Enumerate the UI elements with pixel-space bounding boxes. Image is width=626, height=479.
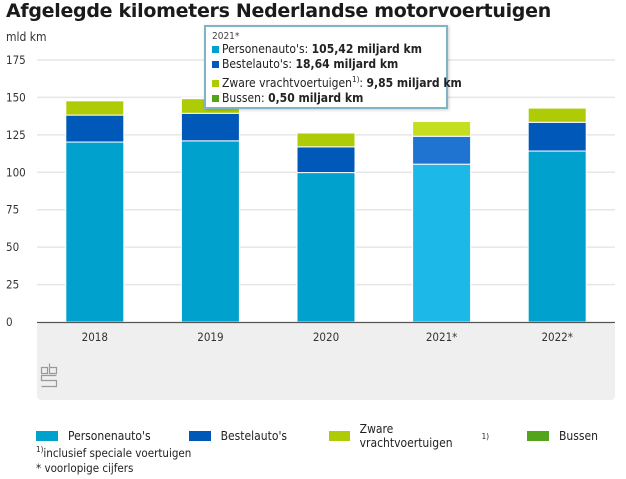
y-tick-label: 125 — [6, 128, 26, 142]
bar-stack-2020[interactable] — [296, 131, 356, 323]
bar-segment-bestelauto-s[interactable] — [527, 121, 587, 152]
bar-segment-bestelauto-s[interactable] — [65, 114, 125, 143]
bar-segment-bestelauto-s[interactable] — [180, 112, 240, 142]
bar-stack-2021[interactable] — [412, 120, 472, 323]
x-tick-label: 2021* — [426, 330, 458, 344]
bar-segment-bussen[interactable] — [65, 99, 125, 102]
bar-segment-zware-vrachtvoertuigen[interactable] — [527, 107, 587, 123]
x-axis-band — [37, 323, 615, 400]
swatch-icon — [212, 95, 219, 102]
bar-segment-zware-vrachtvoertuigen[interactable] — [412, 121, 472, 137]
bar-segment-personenauto-s[interactable] — [296, 172, 356, 323]
swatch-icon — [212, 46, 219, 53]
x-tick-label: 2022* — [541, 330, 573, 344]
bar-stack-2019[interactable] — [180, 97, 240, 323]
bar-segment-zware-vrachtvoertuigen[interactable] — [296, 132, 356, 148]
bar-segment-bestelauto-s[interactable] — [412, 135, 472, 165]
bar-segment-bussen[interactable] — [412, 120, 472, 123]
chart-title: Afgelegde kilometers Nederlandse motorvo… — [6, 0, 551, 22]
tooltip-row-bestelautos: Bestelauto's: 18,64 miljard km — [212, 57, 440, 72]
legend-swatch-icon — [329, 431, 350, 441]
x-tick-label: 2019 — [197, 330, 223, 344]
y-tick-label: 25 — [6, 278, 19, 292]
y-tick-label: 175 — [6, 53, 26, 67]
bar-segment-personenauto-s[interactable] — [180, 140, 240, 323]
tooltip-title: 2021* — [212, 31, 240, 42]
bar-segment-personenauto-s[interactable] — [65, 141, 125, 323]
bar-segment-personenauto-s[interactable] — [527, 150, 587, 323]
bar-segment-zware-vrachtvoertuigen[interactable] — [65, 100, 125, 116]
tooltip-row-zware-vrachtvoertuigen: Zware vrachtvoertuigen1): 9,85 miljard k… — [212, 72, 462, 91]
bar-segment-bestelauto-s[interactable] — [296, 146, 356, 174]
legend-swatch-icon — [36, 431, 58, 441]
swatch-icon — [212, 80, 219, 87]
tooltip-2021: 2021* Personenauto's: 105,42 miljard km … — [204, 25, 462, 109]
y-tick-label: 75 — [6, 203, 19, 217]
legend: Personenauto's Bestelauto's Zware vracht… — [36, 422, 626, 450]
legend-item-personenautos[interactable]: Personenauto's — [36, 422, 151, 450]
y-tick-label: 50 — [6, 240, 19, 254]
asterisk-note: * voorlopige cijfers — [36, 461, 134, 475]
footnote: 1)inclusief speciale voertuigen — [36, 445, 192, 460]
y-tick-label: 150 — [6, 90, 26, 104]
cbs-logo-icon — [40, 363, 58, 388]
x-tick-label: 2018 — [82, 330, 108, 344]
legend-item-bestelautos[interactable]: Bestelauto's — [188, 422, 287, 450]
bar-stack-2018[interactable] — [65, 99, 125, 323]
tooltip-row-bussen: Bussen: 0,50 miljard km — [212, 91, 440, 106]
legend-item-zware-vrachtvoertuigen[interactable]: Zware vrachtvoertuigen 1) — [329, 422, 489, 450]
bar-segment-personenauto-s[interactable] — [412, 163, 472, 323]
tooltip-row-personenautos: Personenauto's: 105,42 miljard km — [212, 42, 440, 57]
legend-item-bussen[interactable]: Bussen — [527, 422, 598, 450]
legend-swatch-icon — [527, 431, 549, 441]
swatch-icon — [212, 61, 219, 68]
y-tick-label: 0 — [6, 315, 13, 329]
legend-swatch-icon — [188, 431, 211, 441]
y-axis-unit-label: mld km — [6, 30, 47, 44]
y-tick-label: 100 — [6, 165, 26, 179]
bar-segment-bussen[interactable] — [527, 106, 587, 109]
bar-segment-bussen[interactable] — [296, 131, 356, 134]
x-tick-label: 2020 — [313, 330, 339, 344]
bar-stack-2022[interactable] — [527, 106, 587, 323]
